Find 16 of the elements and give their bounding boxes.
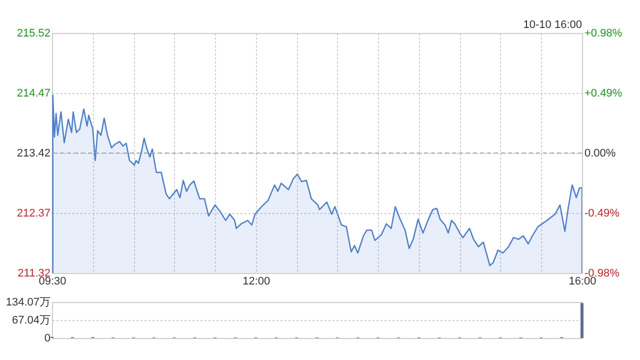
text: 10-10 16:00: [523, 19, 582, 31]
y-tick-label: 0: [44, 332, 50, 344]
y-tick-label: 67.04万: [12, 314, 50, 326]
y2-tick-label: +0.98%: [584, 28, 622, 40]
y-tick-label: 215.52: [16, 28, 50, 40]
y2-tick-label: 0.00%: [584, 148, 616, 160]
y-tick-label: 134.07万: [6, 296, 50, 308]
x-tick-label: 16:00: [568, 276, 596, 288]
x-tick-label: 12:00: [242, 276, 270, 288]
y-tick-label: 213.42: [16, 148, 50, 160]
y-tick-label: 214.47: [16, 88, 50, 100]
y2-tick-label: -0.49%: [584, 208, 620, 220]
bar: [580, 303, 584, 338]
y-tick-label: 212.37: [16, 208, 50, 220]
x-tick-label: 09:30: [38, 276, 66, 288]
y2-tick-label: +0.49%: [584, 88, 622, 100]
